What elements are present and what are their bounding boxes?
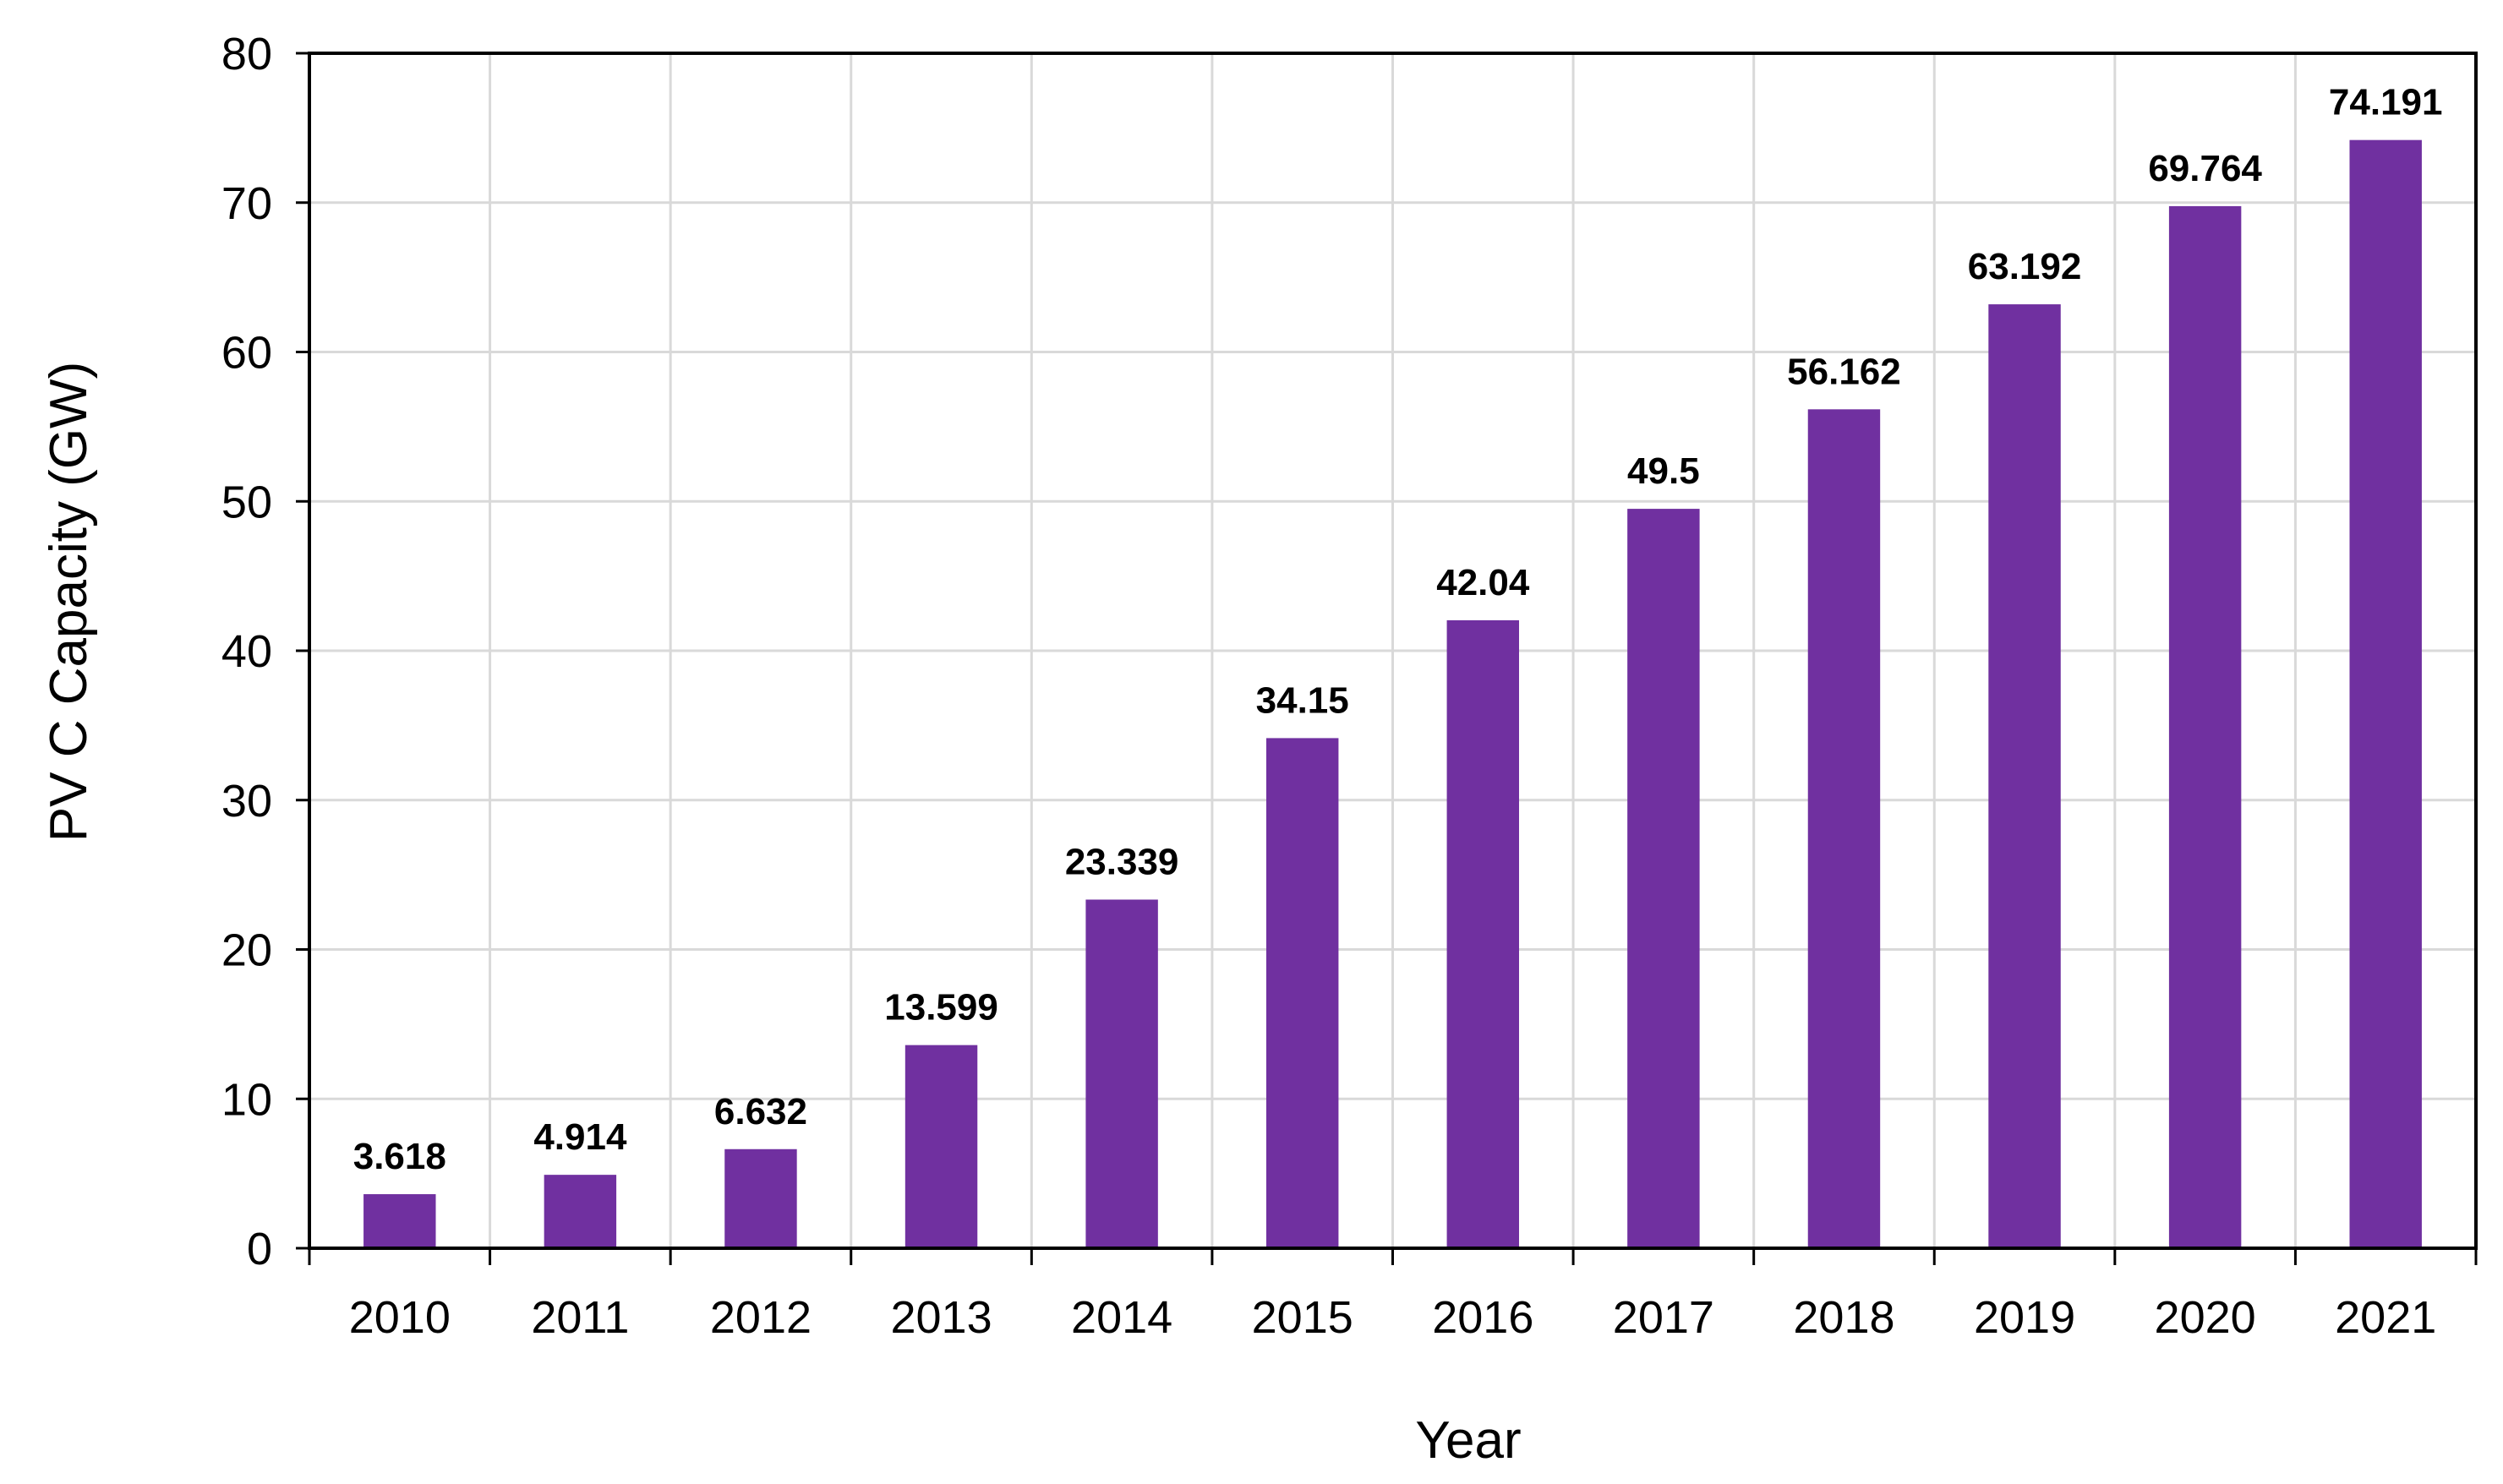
- bar-2016: [1446, 619, 1520, 1248]
- y-tick-label: 30: [221, 776, 272, 827]
- x-tick-label: 2020: [2155, 1292, 2256, 1343]
- data-labels: 3.618 4.914 6.632 13.599 23.339 34.15 42.04 49.…: [353, 82, 2443, 1177]
- data-label-2016: 42.04: [1436, 562, 1530, 603]
- data-label-2013: 13.599: [884, 987, 998, 1028]
- gridlines: [309, 53, 2476, 1248]
- x-tick-label: 2015: [1252, 1292, 1353, 1343]
- data-label-2017: 49.5: [1627, 450, 1700, 492]
- bar-2021: [2349, 139, 2422, 1248]
- data-label-2020: 69.764: [2148, 148, 2262, 189]
- y-tick-label: 10: [221, 1074, 272, 1125]
- y-tick-labels: 0 10 20 30 40 50 60 70 80: [221, 29, 272, 1274]
- x-tick-labels: 2010 2011 2012 2013 2014 2015 2016 2017 2018 2019…: [349, 1292, 2437, 1343]
- bar-2018: [1807, 409, 1881, 1248]
- plot-frame: [308, 52, 2478, 1250]
- bar-2013: [904, 1045, 978, 1248]
- bar-2015: [1265, 738, 1339, 1248]
- y-tick-label: 80: [221, 29, 272, 79]
- bar-2011: [544, 1175, 617, 1248]
- bar-2010: [363, 1194, 436, 1248]
- y-tick-label: 60: [221, 328, 272, 379]
- x-tick-label: 2018: [1793, 1292, 1894, 1343]
- x-tick-label: 2010: [349, 1292, 451, 1343]
- y-tick-label: 20: [221, 925, 272, 976]
- bar-2014: [1085, 899, 1158, 1248]
- x-tick-label: 2021: [2335, 1292, 2436, 1343]
- x-tick-label: 2019: [1974, 1292, 2075, 1343]
- data-label-2010: 3.618: [353, 1136, 446, 1177]
- bar-2017: [1627, 509, 1700, 1248]
- bars: [363, 139, 2422, 1249]
- data-label-2021: 74.191: [2329, 82, 2443, 123]
- x-tick-label: 2014: [1071, 1292, 1172, 1343]
- x-axis-title: Year: [1415, 1411, 1521, 1470]
- bar-2012: [724, 1148, 797, 1248]
- y-tick-label: 0: [247, 1224, 272, 1274]
- x-tick-label: 2011: [531, 1292, 629, 1343]
- y-tick-label: 40: [221, 626, 272, 677]
- bar-2020: [2168, 205, 2242, 1249]
- data-label-2014: 23.339: [1065, 841, 1179, 882]
- data-label-2012: 6.632: [714, 1091, 807, 1132]
- y-tick-label: 70: [221, 178, 272, 229]
- data-label-2019: 63.192: [1968, 246, 2082, 287]
- axes: [296, 52, 2478, 1265]
- x-tick-label: 2017: [1613, 1292, 1714, 1343]
- data-label-2018: 56.162: [1787, 351, 1901, 392]
- y-axis-title: PV C Capacity (GW): [40, 362, 98, 842]
- x-tick-label: 2016: [1432, 1292, 1533, 1343]
- bar-2019: [1988, 304, 2061, 1248]
- data-label-2015: 34.15: [1256, 679, 1349, 721]
- y-tick-label: 50: [221, 477, 272, 527]
- x-tick-label: 2013: [890, 1292, 992, 1343]
- data-label-2011: 4.914: [533, 1116, 627, 1158]
- x-tick-label: 2012: [710, 1292, 812, 1343]
